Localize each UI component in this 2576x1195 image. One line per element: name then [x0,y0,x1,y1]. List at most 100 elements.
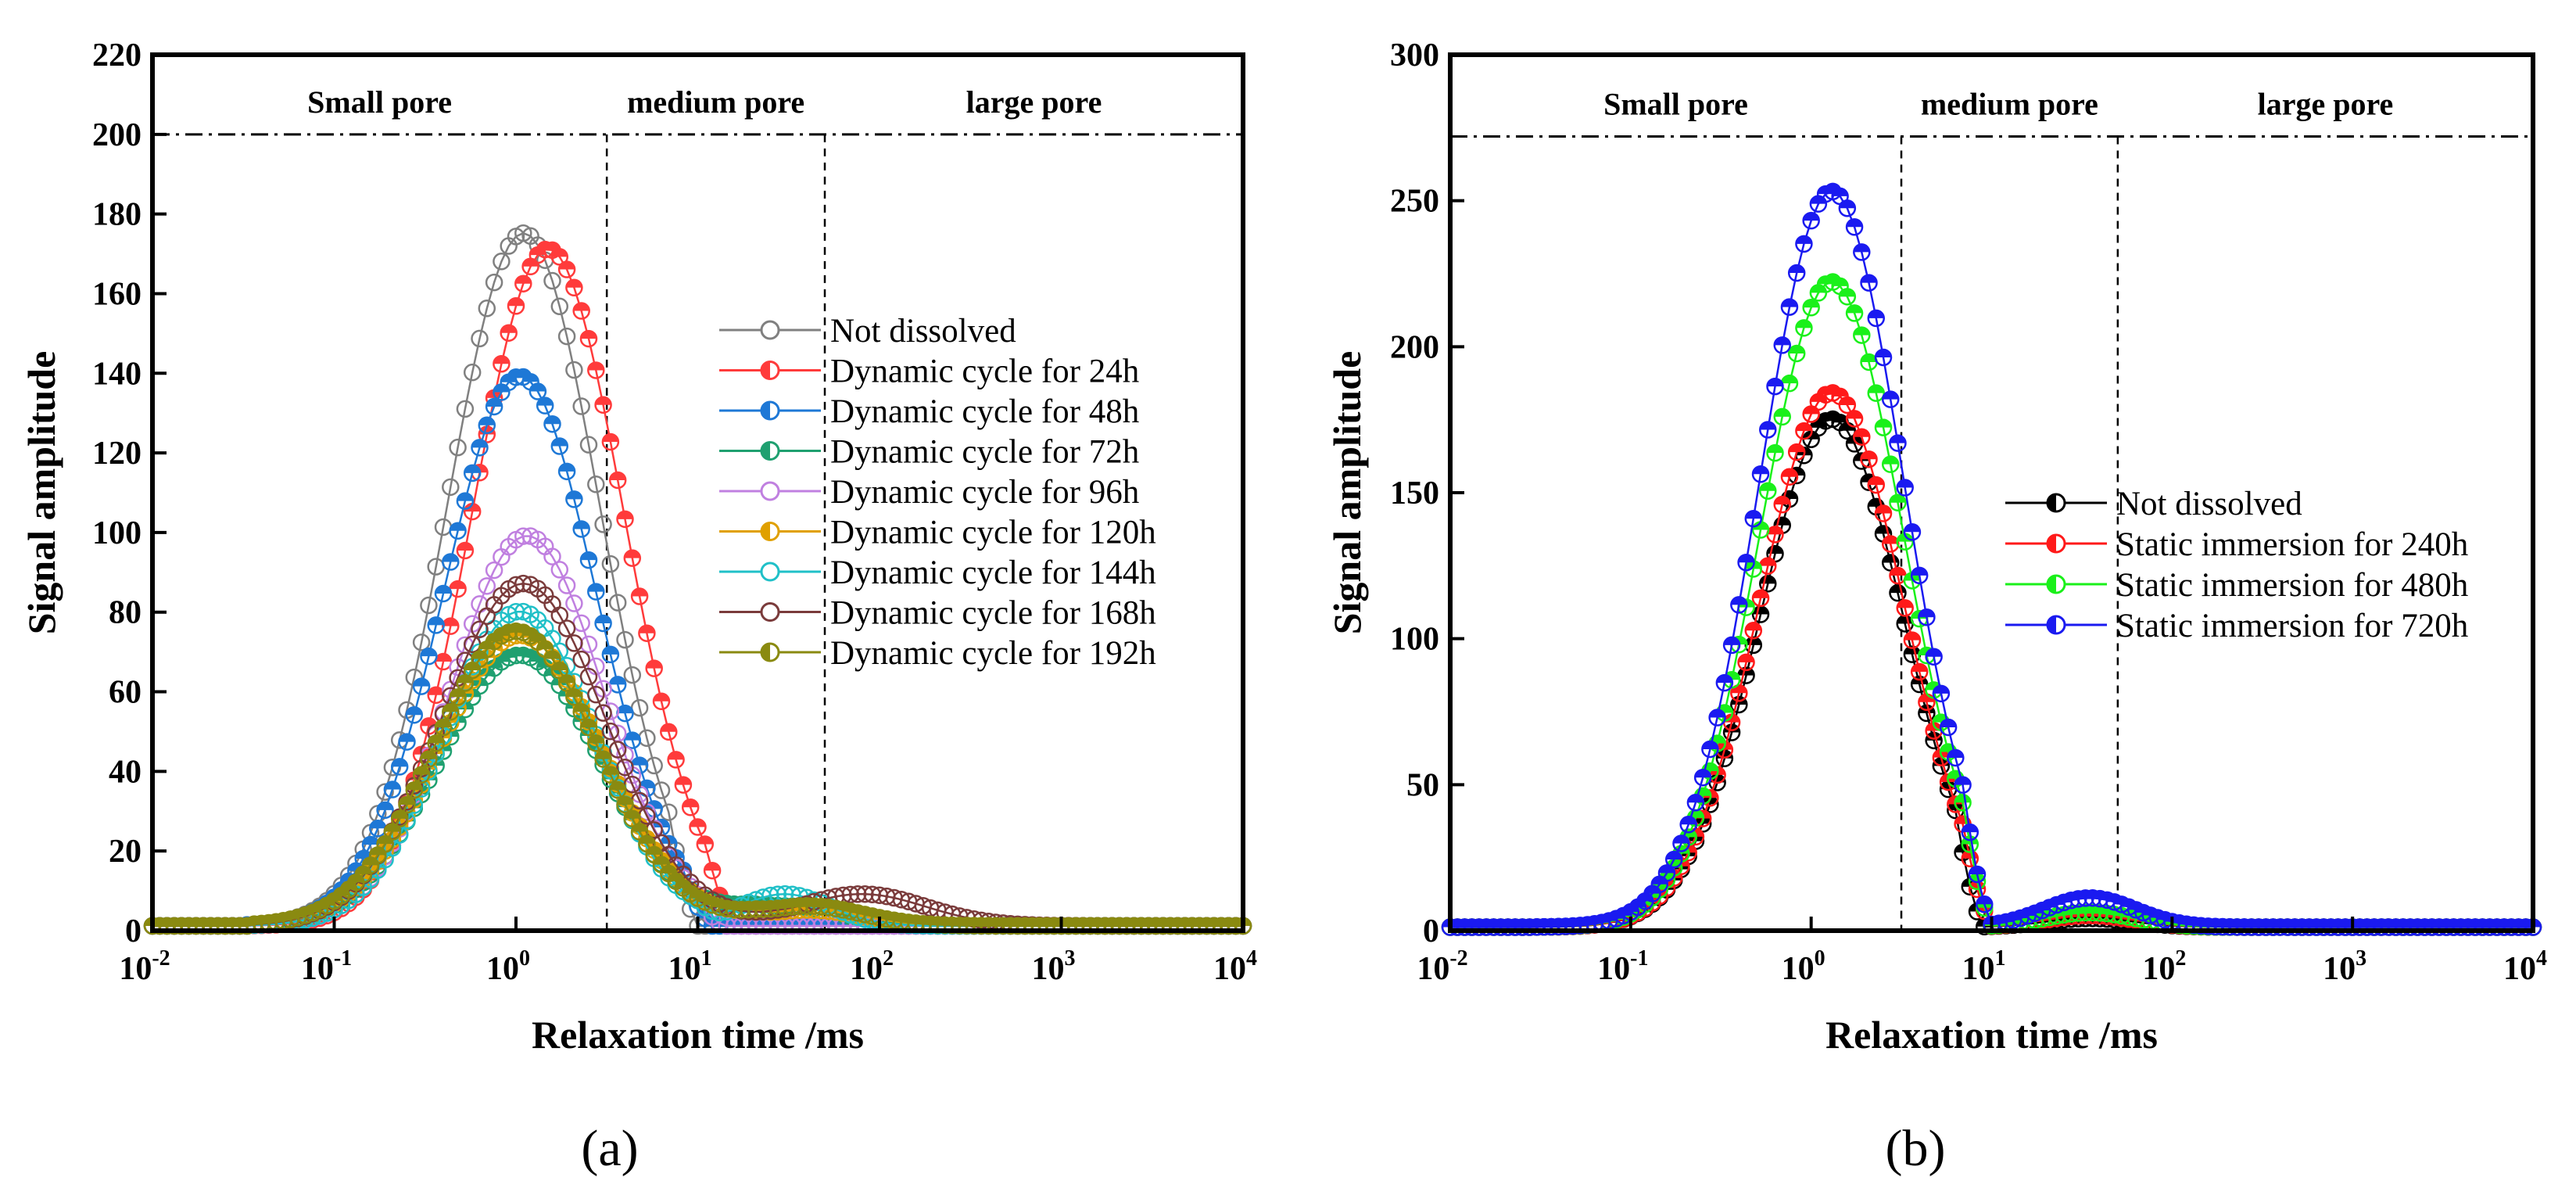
data-point [463,363,482,382]
series-5 [143,626,1252,935]
data-point [565,361,583,379]
x-tick-exponent: 2 [2175,946,2186,971]
data-point [1701,740,1719,759]
data-point [550,561,569,579]
data-point [405,781,424,799]
data-point [412,766,431,784]
data-point [1744,509,1763,528]
x-tick-base: 10 [1782,951,1815,987]
data-point [579,718,598,737]
data-point [296,906,314,924]
data-point [471,329,489,348]
data-point [1521,918,1539,936]
data-point [471,439,489,457]
data-point [507,297,525,315]
data-point [1889,434,1907,452]
data-point [456,674,475,692]
legend-label: Dynamic cycle for 144h [830,554,1156,591]
y-tick-label: 0 [1423,913,1439,949]
region-label: Small pore [307,84,452,120]
x-tick-base: 10 [2142,951,2175,987]
data-point [442,478,460,497]
data-point [1910,662,1929,681]
data-point [1571,917,1589,935]
legend-marker-half [761,522,770,540]
data-point [1773,407,1791,426]
data-point [1845,304,1864,322]
y-tick-label: 180 [92,197,142,233]
data-point [1910,566,1929,585]
x-tick-base: 10 [1597,951,1630,987]
data-point [398,733,416,751]
data-point [1874,504,1893,522]
data-point [761,899,779,918]
data-point [565,490,583,508]
legend-marker [760,602,780,622]
data-point [638,624,656,642]
data-point [594,704,612,722]
legend-label: Dynamic cycle for 120h [830,515,1156,551]
data-point [1845,410,1864,428]
data-point [1932,684,1951,703]
data-point [587,685,605,704]
data-point [442,703,460,721]
legend-marker [760,481,780,501]
data-point [478,300,496,318]
data-point [1542,917,1560,936]
data-point [543,271,561,290]
x-tick-label: 10-1 [1597,946,1648,987]
data-point [1853,428,1871,446]
data-point [674,776,693,794]
data-point [412,677,431,695]
legend-marker-half [2048,616,2056,633]
data-point [1961,849,1979,867]
y-tick-label: 50 [1406,767,1439,803]
x-tick-label: 101 [1962,946,2006,987]
data-point [652,692,671,711]
region-label: medium pore [627,84,804,120]
y-tick-label: 160 [92,276,142,312]
data-point [456,492,475,510]
data-point [623,666,642,684]
x-tick-exponent: 0 [1815,946,1825,971]
data-point [1759,482,1777,500]
data-point [550,606,569,624]
x-tick-label: 10-2 [119,946,170,987]
data-point [1722,636,1741,655]
data-point [557,462,576,481]
data-point [1867,475,1886,494]
y-tick-label: 40 [109,754,142,790]
panel-label: (b) [1886,1120,1946,1177]
series-line [1450,418,2533,928]
data-point [456,541,475,560]
data-point [565,594,583,612]
data-point [601,554,620,573]
data-point [1853,326,1871,344]
data-point [1672,834,1690,852]
x-tick-exponent: -2 [152,946,170,971]
data-point [594,614,612,633]
y-tick-label: 200 [92,117,142,153]
data-point [1795,235,1813,253]
y-tick-label: 250 [1390,184,1439,220]
data-point [579,635,598,654]
data-point [1773,336,1791,354]
data-point [1737,653,1755,672]
x-tick-exponent: -2 [1449,946,1467,971]
data-point [1889,493,1907,511]
data-point [493,253,511,271]
data-point [1550,917,1567,936]
data-point [507,576,525,594]
data-point [456,400,475,418]
data-point [1853,243,1871,261]
x-tick-base: 10 [486,951,519,987]
data-point [587,361,605,379]
x-tick-label: 102 [850,946,894,987]
data-point [1795,422,1813,440]
x-tick-base: 10 [301,951,334,987]
y-axis-title: Signal amplitude [1325,351,1369,635]
y-tick-label: 200 [1390,329,1439,365]
y-tick-label: 120 [92,436,142,472]
data-point [383,823,402,841]
